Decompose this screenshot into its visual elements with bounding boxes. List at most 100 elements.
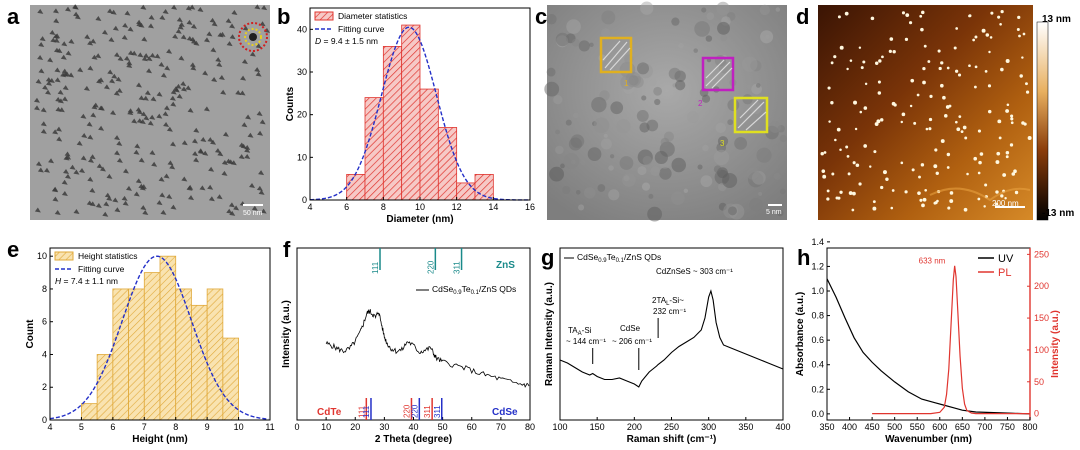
texture-spot xyxy=(597,184,606,192)
e-x-tick-label: 4 xyxy=(47,422,52,432)
texture-spot xyxy=(716,142,727,153)
texture-spot xyxy=(640,1,654,15)
particle xyxy=(255,71,262,77)
texture-spot xyxy=(619,156,634,170)
texture-spot xyxy=(779,188,786,195)
particle xyxy=(124,10,131,16)
particle xyxy=(259,119,266,125)
h-x-tick-label: 750 xyxy=(1000,422,1015,432)
texture-spot xyxy=(756,147,772,163)
particle xyxy=(112,25,119,31)
f-x-tick-label: 40 xyxy=(408,422,418,432)
particle xyxy=(204,37,211,43)
particle xyxy=(146,56,153,62)
e-y-tick-label: 0 xyxy=(42,415,47,425)
afm-dot xyxy=(1010,121,1014,125)
particle xyxy=(258,170,265,176)
bar xyxy=(159,255,177,421)
particle xyxy=(116,87,123,93)
texture-spot xyxy=(563,153,580,170)
texture-spot xyxy=(706,12,715,20)
particle xyxy=(110,110,117,116)
afm-dot xyxy=(966,172,969,176)
b-x-tick-label: 16 xyxy=(525,202,535,212)
particle xyxy=(149,114,156,120)
texture-spot xyxy=(637,166,647,176)
afm-dot xyxy=(922,197,927,202)
afm-dot xyxy=(989,36,993,39)
particle xyxy=(231,10,238,16)
particle xyxy=(114,52,121,58)
saed-pattern xyxy=(238,22,268,52)
afm-dot xyxy=(922,80,926,85)
texture-spot xyxy=(759,4,770,16)
afm-dot xyxy=(859,110,863,114)
particle xyxy=(228,202,235,208)
particle xyxy=(219,31,226,37)
particle xyxy=(207,137,214,143)
b-x-tick-label: 6 xyxy=(344,202,349,212)
particle xyxy=(97,105,104,111)
afm-dot xyxy=(1000,67,1004,72)
f-x-tick-label: 10 xyxy=(321,422,331,432)
particle xyxy=(240,75,247,81)
particle xyxy=(200,136,207,142)
afm-dot xyxy=(826,197,830,201)
afm-dot xyxy=(863,144,867,148)
b-x-tick-label: 8 xyxy=(381,202,386,212)
particle xyxy=(193,40,200,46)
particle xyxy=(98,125,105,131)
afm-dot xyxy=(822,174,827,179)
particle xyxy=(90,112,97,118)
peak-label-cdznses: CdZnSeS ~ 303 cm⁻¹ xyxy=(656,267,733,276)
particle xyxy=(42,84,49,90)
particle xyxy=(192,151,199,157)
particle xyxy=(206,31,213,37)
texture-spot xyxy=(659,167,672,180)
plot-frame xyxy=(296,247,531,421)
particle xyxy=(142,210,149,216)
particle xyxy=(62,96,69,102)
particle xyxy=(111,73,118,79)
legend-swatch-hist xyxy=(54,251,74,261)
particle xyxy=(91,54,98,60)
afm-dot xyxy=(983,205,986,208)
afm-dot xyxy=(979,152,984,156)
fit-annotation: H = 7.4 ± 1.1 nm xyxy=(55,276,118,286)
h-x-tick-label: 650 xyxy=(955,422,970,432)
texture-spot xyxy=(654,98,661,106)
particle xyxy=(210,139,217,145)
particle xyxy=(50,37,57,43)
particle xyxy=(256,185,263,191)
texture-spot xyxy=(678,42,684,49)
afm-dot xyxy=(920,27,924,32)
particle xyxy=(188,195,195,201)
texture-spot xyxy=(553,95,563,105)
afm-dot xyxy=(849,59,853,62)
particle xyxy=(69,164,76,170)
texture-spot xyxy=(560,163,565,169)
texture-spot xyxy=(716,1,730,16)
afm-dot xyxy=(1002,173,1007,177)
particle xyxy=(126,60,133,66)
particle xyxy=(62,85,69,91)
x-axis-label: Diameter (nm) xyxy=(386,214,453,225)
particle xyxy=(199,185,206,191)
afm-dot xyxy=(1016,27,1020,31)
particle xyxy=(136,19,143,25)
particle xyxy=(55,106,62,112)
texture-spot xyxy=(578,204,585,211)
particle xyxy=(146,68,153,74)
particle xyxy=(261,5,268,11)
afm-dot xyxy=(831,172,835,176)
panel-letter-g: g xyxy=(541,245,554,270)
g-x-tick-label: 100 xyxy=(552,422,567,432)
particle xyxy=(64,71,71,77)
texture-spot xyxy=(715,122,726,134)
particle xyxy=(103,201,110,207)
afm-dot xyxy=(901,112,906,117)
texture-spot xyxy=(566,19,581,34)
afm-dot xyxy=(956,127,961,132)
afm-dot xyxy=(880,185,884,190)
